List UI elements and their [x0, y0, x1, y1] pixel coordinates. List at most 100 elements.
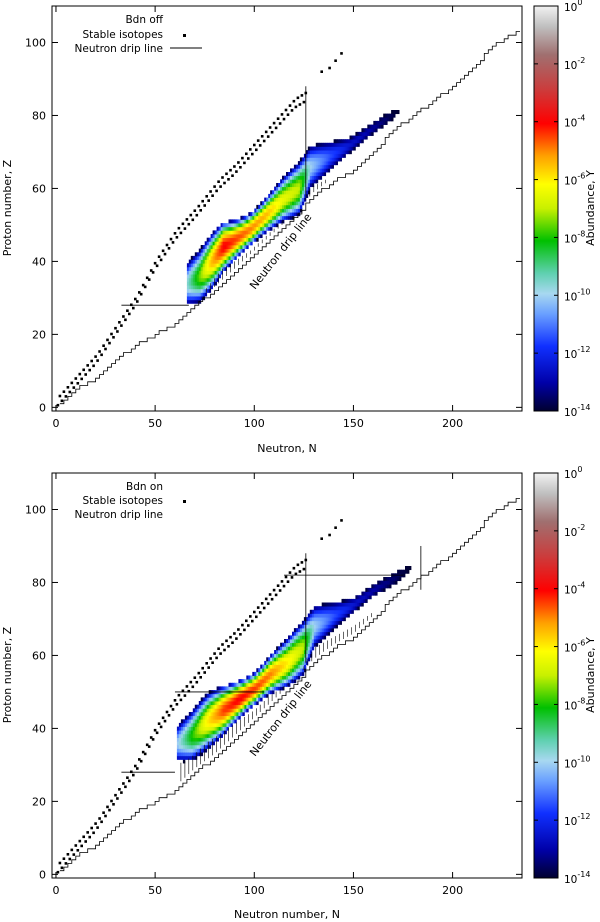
abundance-cell [240, 215, 243, 220]
abundance-cell [317, 609, 321, 614]
abundance-cell [286, 204, 289, 209]
abundance-cell [293, 179, 297, 184]
stable-isotope-dot [272, 588, 276, 592]
abundance-cell [196, 299, 200, 304]
abundance-cell [196, 259, 200, 264]
abundance-cell [321, 617, 325, 622]
abundance-cell [315, 624, 319, 629]
stable-isotope-dot [201, 199, 204, 203]
abundance-cell [311, 631, 315, 636]
abundance-cell [357, 606, 360, 611]
abundance-cell [290, 204, 293, 209]
abundance-cell [278, 219, 281, 224]
abundance-cell [202, 697, 206, 702]
abundance-cell [250, 234, 253, 239]
abundance-cell [315, 613, 319, 618]
abundance-cell [222, 259, 225, 264]
abundance-cell [331, 142, 334, 147]
abundance-cell [210, 708, 213, 713]
abundance-cell [182, 759, 186, 764]
abundance-cell [238, 245, 241, 250]
abundance-cell [284, 653, 287, 658]
abundance-cell [186, 722, 190, 727]
stable-isotope-dot [229, 635, 232, 639]
abundance-cell [381, 117, 384, 122]
abundance-cell [188, 744, 192, 749]
abundance-cell [186, 288, 190, 293]
abundance-cell [307, 146, 311, 151]
abundance-cell [272, 686, 275, 691]
abundance-cell [280, 650, 283, 655]
abundance-cell [282, 664, 285, 669]
abundance-cell [315, 620, 319, 625]
abundance-cell [224, 223, 227, 228]
abundance-cell [208, 237, 212, 242]
abundance-cell [270, 226, 273, 231]
abundance-cell [188, 733, 192, 738]
abundance-cell [250, 226, 253, 231]
abundance-cell [180, 733, 184, 738]
abundance-cell [329, 142, 332, 147]
abundance-cell [224, 255, 227, 260]
abundance-cell [244, 245, 247, 250]
abundance-cell [303, 164, 307, 169]
abundance-cell [250, 212, 253, 217]
abundance-cell [206, 697, 210, 702]
abundance-cell [200, 708, 204, 713]
abundance-cell [222, 226, 225, 231]
abundance-cell [299, 657, 303, 662]
abundance-cell [286, 646, 289, 651]
abundance-cell [301, 653, 305, 658]
abundance-cell [234, 693, 237, 698]
abundance-cell [260, 682, 263, 687]
abundance-cell [333, 161, 336, 166]
abundance-cell [381, 120, 384, 125]
stable-isotope-dot [268, 126, 272, 129]
abundance-cell [307, 168, 311, 173]
abundance-cell [357, 142, 360, 147]
abundance-cell [200, 255, 204, 260]
abundance-cell [212, 741, 215, 746]
stable-isotope-dot [193, 676, 197, 679]
abundance-cell [222, 726, 225, 731]
abundance-cell [303, 642, 307, 647]
abundance-cell [194, 255, 198, 260]
abundance-cell [206, 252, 210, 257]
abundance-cell [292, 193, 295, 198]
abundance-cell [272, 664, 275, 669]
abundance-cell [256, 697, 259, 702]
abundance-cell [200, 252, 204, 257]
abundance-cell [292, 635, 295, 640]
abundance-cell [297, 664, 301, 669]
abundance-cell [337, 153, 340, 158]
abundance-cell [274, 193, 277, 198]
abundance-cell [323, 624, 327, 629]
abundance-cell [385, 577, 388, 582]
abundance-cell [280, 660, 283, 665]
abundance-cell [268, 223, 271, 228]
abundance-cell [192, 712, 196, 717]
abundance-cell [343, 142, 346, 147]
abundance-cell [297, 671, 301, 676]
abundance-cell [190, 748, 194, 753]
abundance-cell [246, 215, 249, 220]
abundance-cell [254, 686, 257, 691]
stable-isotope-dot [241, 156, 244, 160]
stable-isotope-dot [86, 364, 89, 367]
abundance-cell [208, 274, 212, 279]
abundance-cell [339, 157, 342, 162]
abundance-cell [228, 226, 231, 231]
abundance-cell [327, 146, 331, 151]
abundance-cell [192, 292, 196, 297]
abundance-cell [182, 719, 186, 724]
abundance-cell [218, 252, 221, 257]
stable-isotope-dot [68, 857, 72, 861]
abundance-cell [244, 223, 247, 228]
stable-isotope-dot [145, 743, 149, 747]
abundance-cell [266, 693, 269, 698]
abundance-cell [292, 675, 295, 680]
abundance-cell [297, 628, 301, 633]
abundance-cell [264, 204, 267, 209]
abundance-cell [204, 719, 208, 724]
abundance-cell [220, 726, 223, 731]
